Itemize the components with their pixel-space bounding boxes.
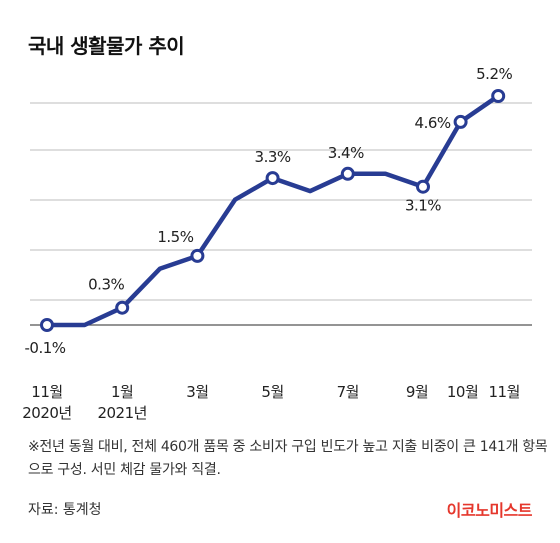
chart-title: 국내 생활물가 추이: [28, 34, 185, 58]
data-label-2: 0.3%: [88, 276, 124, 294]
data-point-0: [40, 318, 54, 332]
x-tick-label-0-0: 11월: [31, 383, 62, 401]
x-tick-label-11-0: 10월: [447, 383, 478, 401]
data-label-11: 4.6%: [415, 114, 451, 132]
publisher-logo: 이코노미스트: [446, 501, 533, 520]
data-point-10: [416, 179, 430, 194]
line-chart: -0.1% 0.3% 1.5% 3.3% 3.4% 3.1% 4.6% 5.2% 11월 2020…: [22, 65, 532, 422]
data-point-2: [115, 300, 130, 315]
x-tick-label-0-1: 2020년: [22, 404, 71, 422]
data-label-6: 3.3%: [255, 148, 291, 166]
x-tick-label-12-0: 11월: [489, 383, 520, 401]
x-tick-label-6-0: 5월: [261, 383, 283, 401]
data-label-0: -0.1%: [24, 339, 65, 357]
data-point-12: [491, 89, 506, 103]
x-tick-label-2-1: 2021년: [97, 404, 146, 422]
data-label-4: 1.5%: [157, 228, 193, 246]
chart-footnote: ※전년 동월 대비, 전체 460개 품목 중 소비자 구입 빈도가 높고 지출…: [28, 439, 548, 478]
data-point-11: [453, 114, 468, 129]
x-tick-label-8-0: 7월: [337, 383, 359, 401]
source-text: 자료: 통계청: [28, 502, 102, 518]
data-label-12: 5.2%: [476, 65, 512, 83]
data-point-4: [190, 248, 205, 263]
data-label-10: 3.1%: [405, 197, 441, 215]
x-tick-label-2-0: 1월: [111, 383, 133, 401]
x-tick-label-10-0: 9월: [406, 383, 428, 401]
data-point-6: [265, 171, 280, 186]
data-label-8: 3.4%: [328, 144, 364, 162]
data-point-8: [340, 166, 355, 181]
x-tick-label-4-0: 3월: [186, 383, 208, 401]
